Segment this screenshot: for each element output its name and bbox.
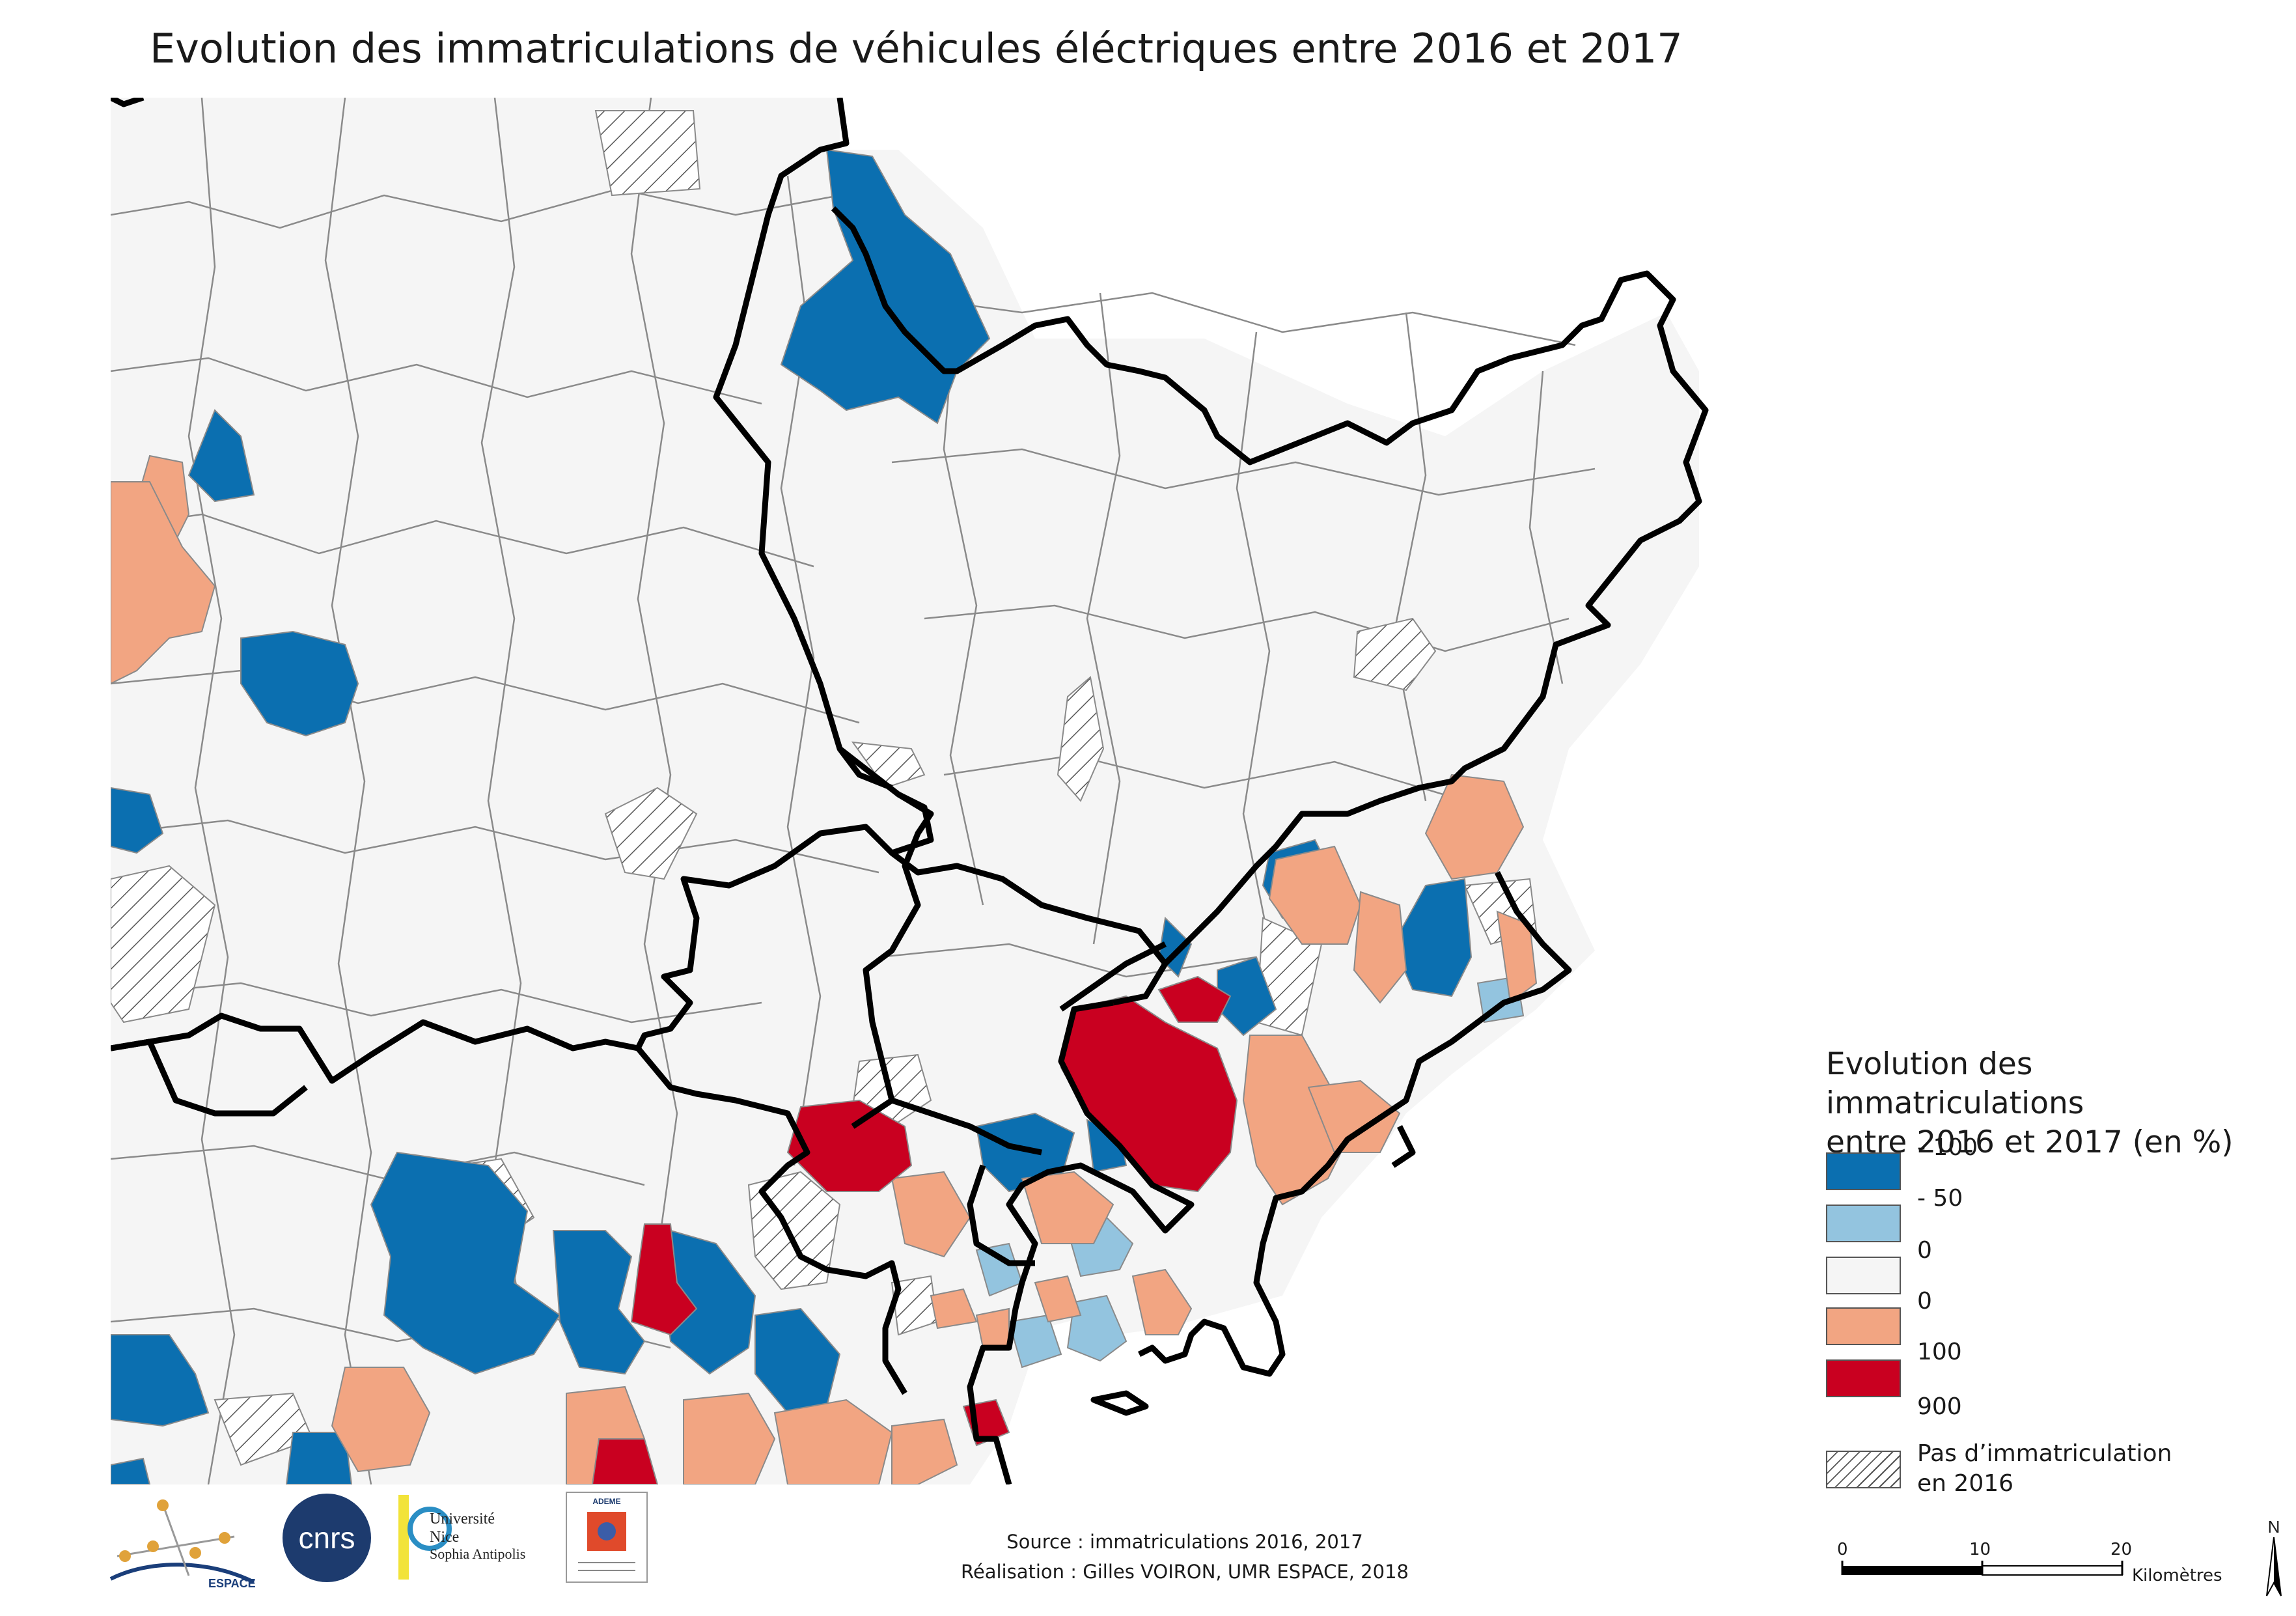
scale-tick-10: 10	[1969, 1540, 1991, 1559]
legend-label-zero-b: 0	[1917, 1288, 1932, 1315]
unice-logo-icon: Université Nice Sophia Antipolis	[398, 1495, 525, 1580]
espace-logo: ESPACE	[104, 1491, 260, 1598]
north-arrow-icon	[2266, 1537, 2282, 1596]
legend-title: Evolution des immatriculations entre 201…	[1826, 1045, 2296, 1162]
legend-swatch-minus-50	[1826, 1205, 1901, 1242]
author-text: Réalisation : Gilles VOIRON, UMR ESPACE,…	[961, 1561, 1409, 1583]
scale-bar: 0 10 20 Kilomètres	[1836, 1540, 2252, 1589]
legend-swatch-minus-100	[1826, 1152, 1901, 1190]
cnrs-logo: cnrs	[280, 1491, 378, 1592]
legend-no-data-line1: Pas d’immatriculation	[1917, 1440, 2172, 1467]
map-title: Evolution des immatriculations de véhicu…	[150, 25, 1683, 72]
scale-bar-graphic	[1841, 1561, 2123, 1576]
no-data-areas	[111, 110, 1538, 1466]
choropleth-map	[111, 98, 1709, 1484]
legend-label-900: 900	[1917, 1393, 1962, 1420]
legend-label-minus-100: - 100	[1917, 1134, 1978, 1161]
cnrs-logo-text: cnrs	[299, 1521, 355, 1555]
legend-swatch-positive	[1826, 1307, 1901, 1345]
unice-line1: Université	[430, 1511, 495, 1527]
ademe-logo-icon: ADEME	[566, 1492, 648, 1583]
cnrs-logo-icon: cnrs	[283, 1494, 371, 1582]
administrative-boundaries	[111, 98, 1709, 1484]
north-arrow: N	[2265, 1517, 2282, 1606]
legend-label-no-data: Pas d’immatriculation en 2016	[1917, 1439, 2172, 1499]
espace-logo-icon: ESPACE	[109, 1499, 256, 1590]
espace-logo-text: ESPACE	[208, 1577, 256, 1590]
unice-logo: Université Nice Sophia Antipolis	[397, 1491, 547, 1592]
class-minus-100	[111, 148, 1473, 1484]
legend-title-line1: Evolution des immatriculations	[1826, 1046, 2084, 1121]
legend-swatch-no-data	[1826, 1451, 1901, 1488]
ademe-logo: ADEME	[565, 1491, 650, 1589]
scale-unit: Kilomètres	[2132, 1566, 2222, 1585]
legend-no-data-line2: en 2016	[1917, 1470, 2014, 1497]
unice-line3: Sophia Antipolis	[430, 1546, 525, 1562]
unice-line2: Nice	[430, 1529, 459, 1546]
legend-swatch-high	[1826, 1359, 1901, 1397]
ademe-logo-text: ADEME	[592, 1497, 620, 1506]
legend-label-minus-50: - 50	[1917, 1185, 1963, 1212]
scale-tick-20: 20	[2110, 1540, 2133, 1559]
class-100-to-900	[591, 975, 1238, 1484]
class-0-to-100	[111, 454, 1538, 1484]
credits: Source : immatriculations 2016, 2017 Réa…	[859, 1527, 1510, 1587]
legend-label-100: 100	[1917, 1339, 1962, 1365]
legend-swatch-zero	[1826, 1257, 1901, 1294]
north-label: N	[2267, 1517, 2280, 1537]
legend-label-zero-a: 0	[1917, 1237, 1932, 1264]
scale-tick-0: 0	[1837, 1540, 1848, 1559]
source-text: Source : immatriculations 2016, 2017	[1006, 1531, 1363, 1553]
